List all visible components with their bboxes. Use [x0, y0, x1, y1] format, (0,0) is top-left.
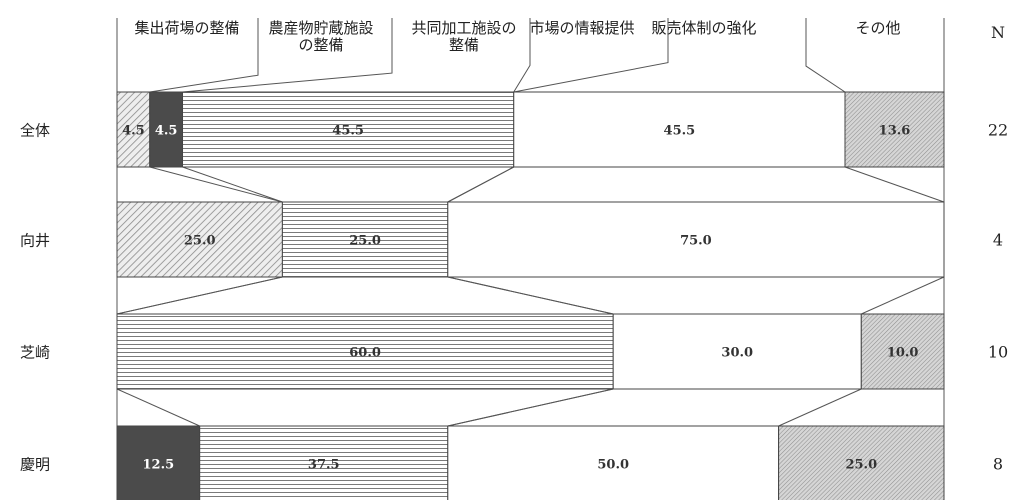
- data-label: 50.0: [597, 458, 629, 473]
- data-label: 4.5: [122, 124, 145, 139]
- bar-segment: [149, 91, 184, 168]
- connector-line: [778, 388, 862, 427]
- bar-segment: [844, 91, 945, 168]
- connector-line: [447, 388, 614, 427]
- data-label: 12.5: [143, 458, 175, 473]
- bar-segment: [182, 91, 515, 168]
- category-label: 全体: [20, 122, 50, 140]
- connector-line: [116, 276, 283, 315]
- legend-leader: [805, 50, 846, 93]
- bar-segment: [860, 313, 945, 390]
- legend-label: 農産物貯蔵施設: [268, 19, 373, 37]
- data-label: 37.5: [308, 458, 340, 473]
- bar-segment: [513, 91, 846, 168]
- data-label: 4.5: [155, 124, 178, 139]
- n-value: 22: [988, 121, 1008, 140]
- bar-segment: [199, 425, 449, 500]
- legend-leader: [513, 50, 531, 93]
- legend-label: 整備: [449, 36, 479, 54]
- bar-segment: [116, 425, 201, 500]
- legend-label: 販売体制の強化: [651, 19, 756, 37]
- bar-segment: [116, 201, 283, 278]
- legend-leader: [513, 50, 669, 93]
- connector-line: [116, 388, 200, 427]
- data-label: 75.0: [680, 234, 712, 249]
- data-label: 45.5: [664, 124, 696, 139]
- connector-line: [182, 166, 283, 203]
- connector-line: [447, 166, 514, 203]
- data-label: 25.0: [845, 458, 877, 473]
- data-label: 10.0: [887, 346, 919, 361]
- legend-label: 集出荷場の整備: [134, 19, 239, 37]
- data-label: 13.6: [879, 124, 911, 139]
- connector-line: [149, 166, 283, 203]
- n-value: 4: [993, 231, 1003, 250]
- bar-segment: [281, 201, 449, 278]
- data-label: 30.0: [721, 346, 753, 361]
- legend-label: その他: [855, 19, 900, 37]
- legend-label: 市場の情報提供: [529, 19, 634, 37]
- connector-line: [861, 276, 945, 315]
- bar-segment: [447, 425, 780, 500]
- n-value: 10: [988, 343, 1008, 362]
- data-label: 45.5: [332, 124, 364, 139]
- bar-segment: [447, 201, 945, 278]
- category-label: 向井: [20, 232, 50, 250]
- category-label: 芝崎: [20, 344, 50, 362]
- category-label: 慶明: [20, 456, 50, 474]
- data-label: 25.0: [349, 234, 381, 249]
- bar-segment: [612, 313, 862, 390]
- connector-line: [844, 166, 945, 203]
- legend-label: の整備: [298, 36, 343, 54]
- legend-leader: [149, 50, 259, 93]
- data-label: 25.0: [184, 234, 216, 249]
- legend-label: 共同加工施設の: [411, 19, 516, 37]
- legend-leader: [182, 50, 393, 93]
- bar-segment: [778, 425, 945, 500]
- n-header: N: [991, 23, 1005, 42]
- n-value: 8: [993, 455, 1003, 474]
- connector-line: [447, 276, 614, 315]
- data-label: 60.0: [349, 346, 381, 361]
